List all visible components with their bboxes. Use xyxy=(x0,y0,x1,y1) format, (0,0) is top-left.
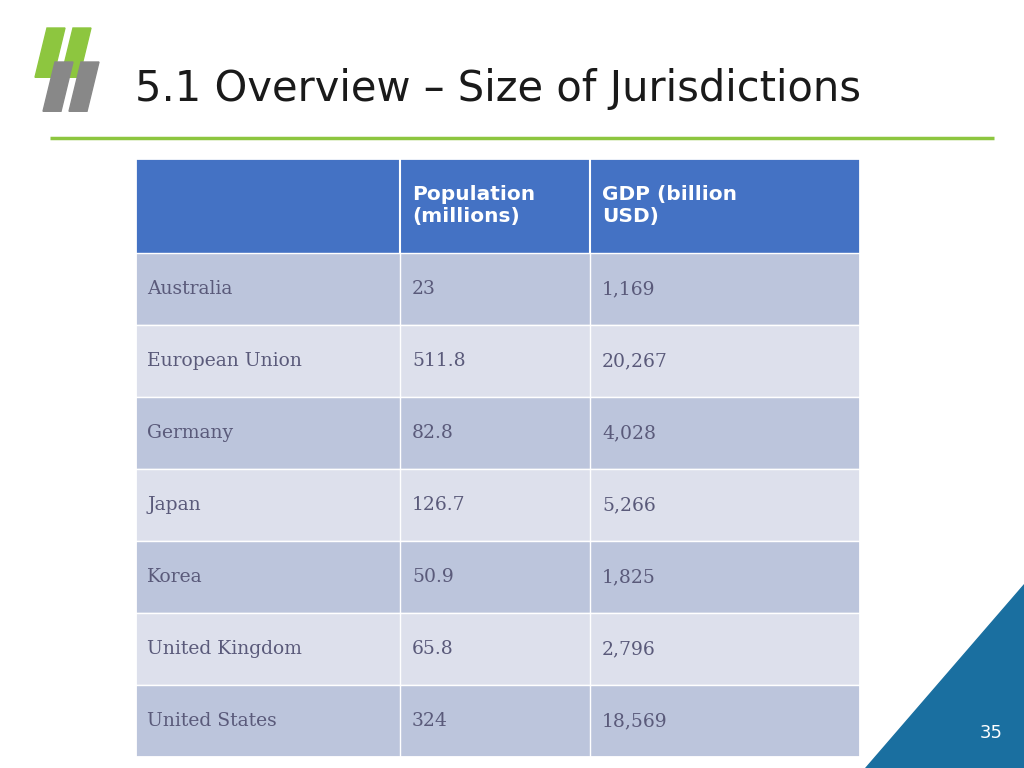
Text: United Kingdom: United Kingdom xyxy=(147,640,302,658)
Text: GDP (billion
USD): GDP (billion USD) xyxy=(602,185,737,226)
Text: 82.8: 82.8 xyxy=(412,424,454,442)
Text: 2,796: 2,796 xyxy=(602,640,655,658)
Polygon shape xyxy=(61,28,91,78)
Bar xyxy=(135,158,860,253)
Text: United States: United States xyxy=(147,712,276,730)
Text: 324: 324 xyxy=(412,712,447,730)
Bar xyxy=(135,325,860,397)
Text: 65.8: 65.8 xyxy=(412,640,454,658)
Text: Population
(millions): Population (millions) xyxy=(412,185,536,226)
Text: 5.1 Overview – Size of Jurisdictions: 5.1 Overview – Size of Jurisdictions xyxy=(135,68,861,110)
Bar xyxy=(135,158,860,757)
Polygon shape xyxy=(43,62,73,111)
Bar xyxy=(135,541,860,613)
Bar xyxy=(135,685,860,757)
Text: 126.7: 126.7 xyxy=(412,496,466,514)
Text: Australia: Australia xyxy=(147,280,232,298)
Polygon shape xyxy=(69,62,99,111)
Polygon shape xyxy=(865,584,1024,768)
Text: European Union: European Union xyxy=(147,352,302,370)
Text: 1,825: 1,825 xyxy=(602,568,656,586)
Text: 1,169: 1,169 xyxy=(602,280,655,298)
Bar xyxy=(135,253,860,325)
Bar xyxy=(135,469,860,541)
Text: 50.9: 50.9 xyxy=(412,568,454,586)
Text: Korea: Korea xyxy=(147,568,203,586)
Text: 20,267: 20,267 xyxy=(602,352,668,370)
Text: 5,266: 5,266 xyxy=(602,496,655,514)
Text: 23: 23 xyxy=(412,280,436,298)
Text: Germany: Germany xyxy=(147,424,233,442)
Text: 4,028: 4,028 xyxy=(602,424,656,442)
Bar xyxy=(135,613,860,685)
Text: 18,569: 18,569 xyxy=(602,712,668,730)
Polygon shape xyxy=(35,28,65,78)
Text: Japan: Japan xyxy=(147,496,201,514)
Text: 35: 35 xyxy=(980,724,1002,743)
Text: 511.8: 511.8 xyxy=(412,352,466,370)
Bar xyxy=(135,397,860,469)
